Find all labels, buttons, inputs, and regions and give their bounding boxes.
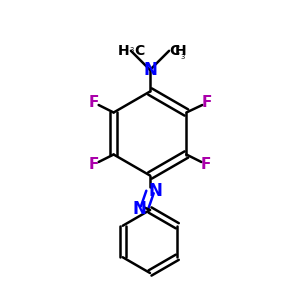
Text: N: N xyxy=(143,61,157,79)
Text: N: N xyxy=(132,200,146,218)
Text: C: C xyxy=(170,44,180,58)
Text: H: H xyxy=(118,44,129,58)
Text: H: H xyxy=(175,44,186,58)
Text: F: F xyxy=(201,157,211,172)
Text: F: F xyxy=(89,95,99,110)
Text: F: F xyxy=(89,157,99,172)
Text: F: F xyxy=(202,95,212,110)
Text: $_3$: $_3$ xyxy=(181,52,186,62)
Text: C: C xyxy=(134,44,144,58)
Text: $_3$: $_3$ xyxy=(129,45,135,55)
Text: N: N xyxy=(148,182,162,200)
